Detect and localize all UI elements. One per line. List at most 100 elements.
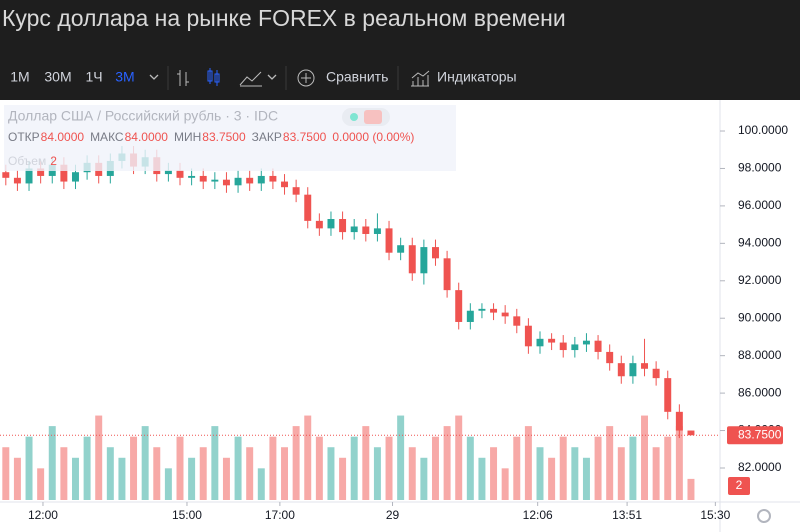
- interval-button[interactable]: 30М: [44, 69, 71, 85]
- interval-chevron[interactable]: [149, 74, 159, 80]
- candle-body: [13, 177, 21, 184]
- volume-bar: [490, 447, 498, 500]
- volume-bar: [106, 447, 114, 500]
- toolbar-button[interactable]: Сравнить: [326, 69, 388, 85]
- candle-body: [594, 340, 602, 352]
- volume-bar: [606, 426, 614, 500]
- volume-bar: [513, 436, 521, 500]
- candle-body: [548, 338, 556, 343]
- page-title: Курс доллара на рынке FOREX в реальном в…: [2, 5, 566, 31]
- candle-body: [362, 226, 370, 234]
- candle-body: [199, 175, 207, 182]
- compare-icon[interactable]: [297, 69, 315, 87]
- x-tick-label: 13:51: [612, 508, 642, 522]
- volume-bar: [536, 447, 544, 500]
- volume-bar: [304, 415, 312, 500]
- x-tick-label: 15:00: [172, 508, 202, 522]
- x-tick-label: 12:00: [28, 508, 58, 522]
- candle-body: [327, 219, 335, 229]
- volume-bar: [675, 426, 683, 500]
- candle-body: [304, 194, 312, 221]
- volume-badge: [728, 477, 750, 495]
- candle-body: [675, 411, 683, 431]
- volume-bar: [164, 468, 172, 500]
- interval-button[interactable]: 1Ч: [85, 69, 102, 85]
- volume-bar: [373, 447, 381, 500]
- volume-bar: [559, 436, 567, 500]
- area-icon[interactable]: [239, 71, 262, 87]
- y-tick-label: 92.0000: [738, 273, 782, 287]
- candle-body: [257, 175, 265, 184]
- legend-label: ЗАКР: [252, 130, 282, 144]
- candle-body: [559, 342, 567, 351]
- volume-bar: [664, 436, 672, 500]
- volume-bar: [548, 457, 556, 500]
- symbol-name: Доллар США / Российский рубль · 3 · IDC: [8, 108, 278, 124]
- indicators-icon[interactable]: [411, 70, 430, 87]
- legend-label: МАКС: [90, 130, 124, 144]
- legend-value: 83.7500: [202, 130, 246, 144]
- legend-value: 83.7500: [283, 130, 327, 144]
- volume-bar: [234, 436, 242, 500]
- candle-body: [25, 168, 33, 184]
- candle-body: [687, 430, 695, 436]
- toolbar-button[interactable]: Индикаторы: [437, 69, 517, 85]
- volume-bar: [652, 447, 660, 500]
- y-tick-label: 82.0000: [738, 460, 782, 474]
- settings-icon[interactable]: [757, 509, 771, 523]
- volume-bar: [199, 447, 207, 500]
- volume-bar: [153, 447, 161, 500]
- x-tick-label: 17:00: [265, 508, 295, 522]
- y-tick-label: 88.0000: [738, 348, 782, 362]
- x-tick-label: 12:06: [523, 508, 553, 522]
- volume-bar: [83, 436, 91, 500]
- volume-bar: [350, 436, 358, 500]
- volume-bar: [315, 436, 323, 500]
- volume-bar: [617, 447, 625, 500]
- volume-bar: [2, 447, 10, 500]
- candle-body: [455, 290, 463, 322]
- candle-body: [281, 181, 288, 188]
- candle-body: [72, 172, 79, 182]
- volume-bar: [455, 415, 463, 500]
- volume-bar: [72, 457, 79, 500]
- candle-body: [164, 170, 172, 175]
- volume-bar: [211, 426, 219, 500]
- candles-icon[interactable]: [207, 68, 220, 86]
- volume-bar: [466, 436, 474, 500]
- y-tick-label: 86.0000: [738, 385, 782, 399]
- candle-body: [373, 228, 381, 234]
- interval-button[interactable]: 3М: [115, 69, 134, 85]
- candle-body: [211, 179, 219, 182]
- candle-body: [420, 247, 428, 274]
- candle-body: [432, 247, 439, 259]
- volume-bar: [269, 436, 277, 500]
- volume-bar: [629, 436, 637, 500]
- last-price-label: 83.7500: [738, 427, 782, 441]
- candle-body: [629, 363, 637, 377]
- candle-body: [652, 368, 660, 379]
- candle-body: [37, 168, 45, 176]
- y-tick-label: 90.0000: [738, 310, 782, 324]
- volume-bar: [524, 426, 532, 500]
- volume-bar: [443, 426, 451, 500]
- volume-bar: [501, 468, 509, 500]
- candle-body: [443, 258, 451, 291]
- volume-bar: [118, 457, 126, 500]
- volume-legend-label: Объем: [8, 154, 46, 168]
- volume-bar: [641, 415, 648, 500]
- toolbar: 1М 30М 1Ч 3М Сравнить Индикаторы: [10, 66, 517, 90]
- volume-bar: [478, 457, 486, 500]
- bars-icon[interactable]: [177, 70, 189, 86]
- candle-body: [664, 378, 672, 412]
- y-tick-label: 96.0000: [738, 198, 782, 212]
- legend-label: ОТКР: [8, 130, 40, 144]
- interval-button[interactable]: 1М: [10, 69, 29, 85]
- legend-change: 0.0000 (0.00%): [332, 130, 414, 144]
- style-chevron[interactable]: [267, 74, 277, 80]
- candle-body: [490, 308, 498, 313]
- volume-bar: [281, 447, 288, 500]
- candle-body: [524, 325, 532, 347]
- legend-value: 84.0000: [125, 130, 169, 144]
- candle-body: [176, 170, 184, 178]
